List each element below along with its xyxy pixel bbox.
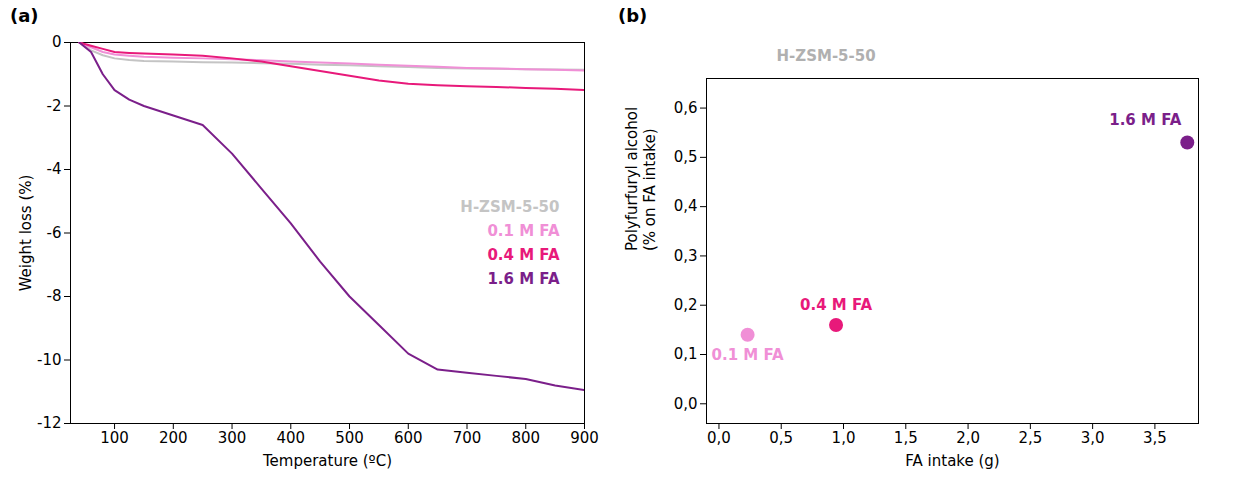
svg-text:Temperature (ºC): Temperature (ºC) (262, 452, 392, 470)
svg-text:0,0: 0,0 (674, 395, 698, 413)
svg-text:Polyfurfuryl alcohol(% on FA i: Polyfurfuryl alcohol(% on FA intake) (623, 107, 659, 251)
svg-text:2,5: 2,5 (1018, 429, 1042, 447)
svg-text:3,0: 3,0 (1081, 429, 1105, 447)
svg-text:0: 0 (52, 33, 62, 51)
svg-text:200: 200 (159, 429, 188, 447)
svg-text:600: 600 (394, 429, 423, 447)
svg-text:1.6 M FA: 1.6 M FA (487, 270, 559, 288)
svg-text:2,0: 2,0 (956, 429, 980, 447)
svg-text:0,1: 0,1 (674, 345, 698, 363)
svg-text:1.6 M FA: 1.6 M FA (1109, 111, 1181, 129)
html-text:(a): (a) (10, 5, 39, 26)
svg-text:0,2: 0,2 (674, 296, 698, 314)
svg-text:-4: -4 (47, 160, 62, 178)
svg-text:-8: -8 (47, 287, 62, 305)
svg-text:300: 300 (218, 429, 247, 447)
svg-text:0,0: 0,0 (707, 429, 731, 447)
svg-text:H-ZSM-5-50: H-ZSM-5-50 (777, 47, 876, 65)
svg-text:-12: -12 (37, 414, 62, 432)
svg-text:0.1 M FA: 0.1 M FA (712, 346, 784, 364)
svg-text:0,5: 0,5 (769, 429, 793, 447)
svg-text:1,0: 1,0 (832, 429, 856, 447)
svg-text:0.4 M FA: 0.4 M FA (487, 246, 559, 264)
svg-text:0,5: 0,5 (674, 148, 698, 166)
svg-text:H-ZSM-5-50: H-ZSM-5-50 (460, 198, 559, 216)
svg-text:3,5: 3,5 (1143, 429, 1167, 447)
svg-text:700: 700 (453, 429, 482, 447)
svg-text:500: 500 (335, 429, 364, 447)
svg-text:100: 100 (100, 429, 129, 447)
svg-text:1,5: 1,5 (894, 429, 918, 447)
html-text:(b): (b) (618, 5, 648, 26)
svg-text:-2: -2 (47, 97, 62, 115)
svg-text:FA intake (g): FA intake (g) (905, 452, 999, 470)
svg-text:-6: -6 (47, 224, 62, 242)
svg-text:-10: -10 (37, 351, 62, 369)
svg-text:400: 400 (276, 429, 305, 447)
svg-text:800: 800 (511, 429, 540, 447)
svg-text:Weight loss (%): Weight loss (%) (17, 175, 35, 292)
svg-text:0,3: 0,3 (674, 247, 698, 265)
svg-text:0.4 M FA: 0.4 M FA (800, 296, 872, 314)
svg-text:900: 900 (570, 429, 599, 447)
svg-text:0,4: 0,4 (674, 197, 698, 215)
svg-text:0,6: 0,6 (674, 99, 698, 117)
svg-text:0.1 M FA: 0.1 M FA (487, 222, 559, 240)
